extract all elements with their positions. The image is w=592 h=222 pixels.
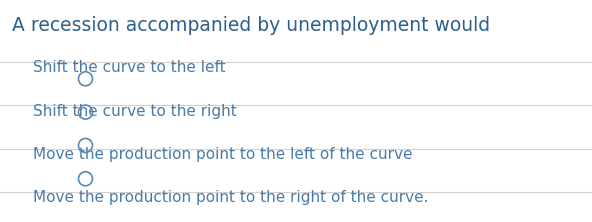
Text: Shift the curve to the left: Shift the curve to the left <box>33 60 225 75</box>
Text: Move the production point to the left of the curve: Move the production point to the left of… <box>33 147 412 162</box>
Text: Move the production point to the right of the curve.: Move the production point to the right o… <box>33 190 428 205</box>
Text: Shift the curve to the right: Shift the curve to the right <box>33 103 236 119</box>
Text: A recession accompanied by unemployment would: A recession accompanied by unemployment … <box>12 16 490 35</box>
